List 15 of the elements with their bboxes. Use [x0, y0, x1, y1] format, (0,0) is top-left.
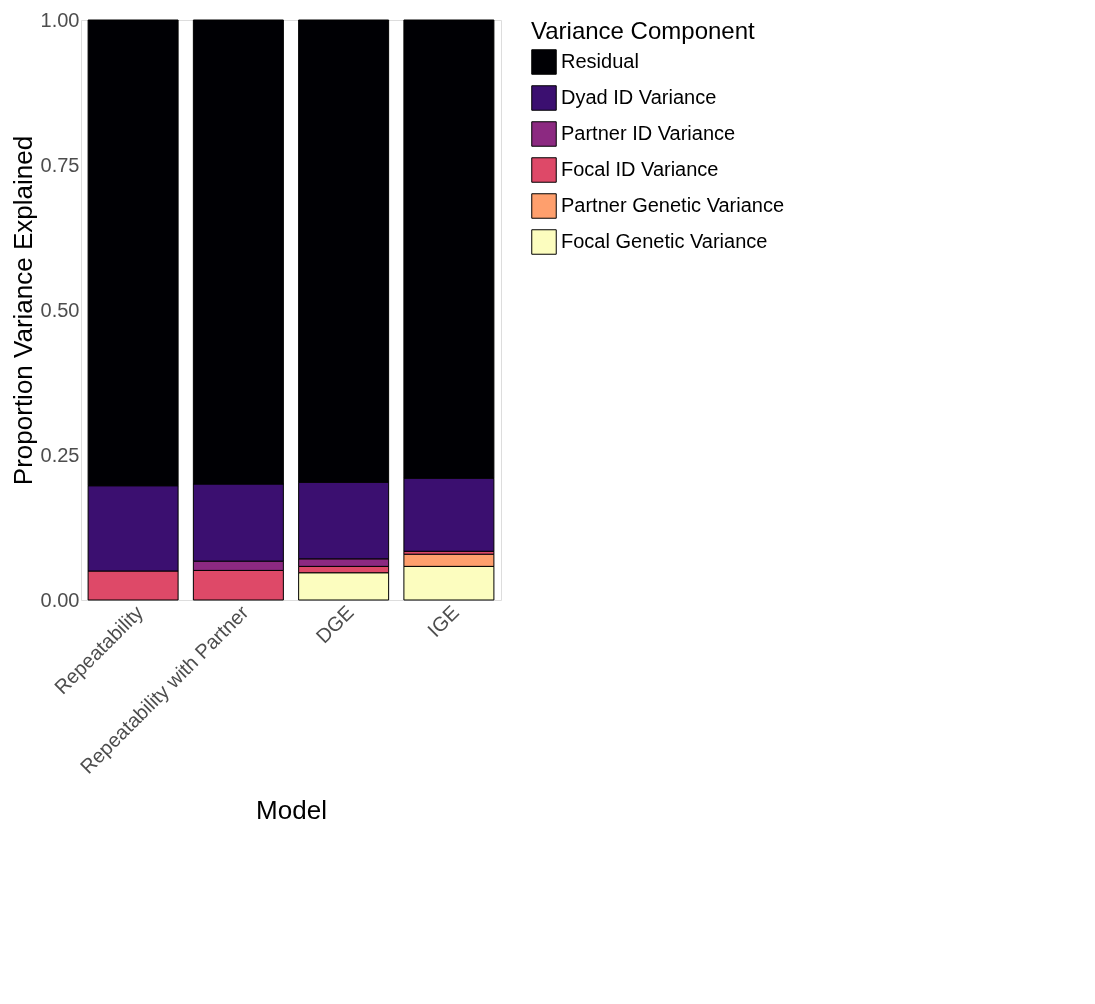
x-tick-label: IGE [423, 601, 464, 641]
legend-title: Variance Component [531, 17, 756, 44]
legend-label: Residual [561, 50, 639, 72]
y-tick-label: 0.75 [40, 153, 80, 176]
y-tick-label: 1.00 [40, 8, 80, 31]
x-axis-title: Model [256, 794, 327, 825]
legend-label: Focal Genetic Variance [561, 230, 768, 252]
y-tick-label: 0.25 [40, 443, 80, 466]
legend-label: Dyad ID Variance [561, 86, 717, 108]
y-axis-title: Proportion Variance Explained [7, 135, 38, 486]
y-tick-label: 0.00 [40, 588, 80, 611]
legend-label: Focal ID Variance [561, 158, 719, 180]
y-tick-label: 0.50 [40, 298, 80, 321]
legend-label: Partner ID Variance [561, 122, 736, 144]
legend-label: Partner Genetic Variance [561, 194, 785, 216]
